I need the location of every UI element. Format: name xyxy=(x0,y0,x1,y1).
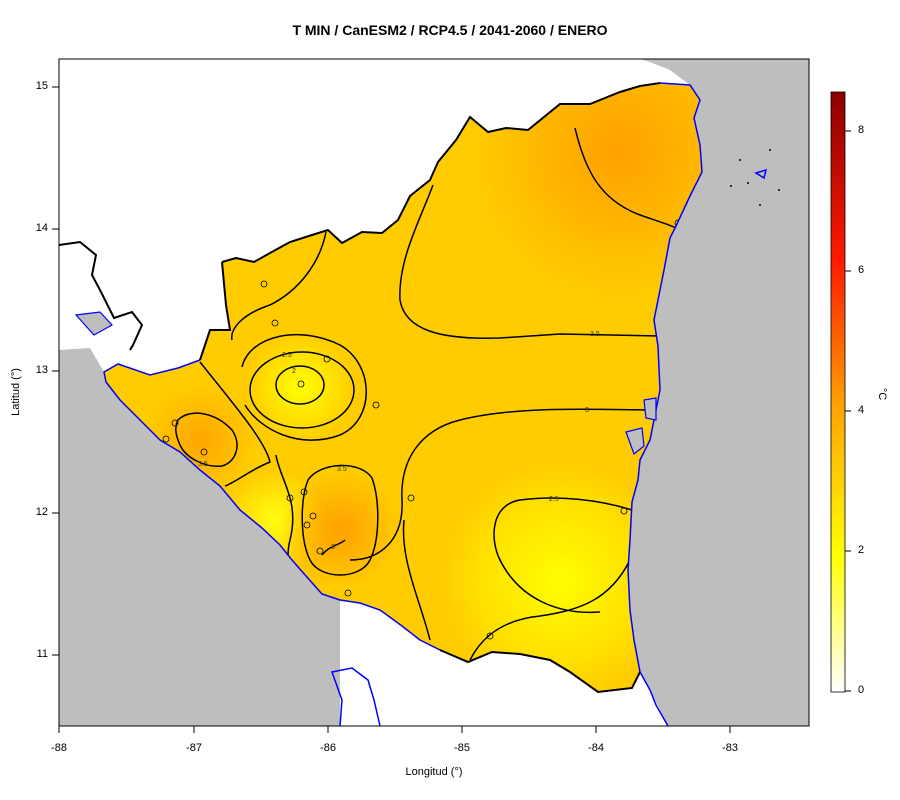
caribbean-coastline xyxy=(627,82,703,673)
contour-label: 3.5 xyxy=(198,461,208,468)
southern-caribbean-coast xyxy=(639,671,669,727)
colorbar-tick: 6 xyxy=(858,264,865,276)
y-tick: 14 xyxy=(35,222,48,234)
contour-line xyxy=(275,365,325,405)
contour-label: 3.5 xyxy=(590,331,600,338)
station-marker xyxy=(316,547,324,555)
y-axis-ticks xyxy=(52,86,59,656)
costa-rica-coast xyxy=(331,667,381,727)
pacific-coastline xyxy=(103,359,441,651)
contour-line xyxy=(175,412,238,467)
station-marker xyxy=(323,355,331,363)
y-tick: 11 xyxy=(36,648,48,660)
island xyxy=(754,168,768,180)
cays xyxy=(730,149,780,206)
station-marker xyxy=(344,589,352,597)
contour-label: 2 xyxy=(292,368,296,375)
x-tick: -86 xyxy=(320,742,336,754)
station-marker xyxy=(286,494,294,502)
colorbar-ticks xyxy=(845,130,851,692)
contour-line xyxy=(199,361,271,487)
station-marker xyxy=(271,319,279,327)
contour-line xyxy=(349,408,661,561)
x-tick: -88 xyxy=(51,742,67,754)
colorbar xyxy=(830,91,846,693)
contour-line xyxy=(249,351,355,429)
station-marker xyxy=(171,419,179,427)
x-axis-ticks xyxy=(58,726,731,733)
station-marker xyxy=(297,380,305,388)
colorbar-tick: 2 xyxy=(858,544,865,556)
station-marker xyxy=(309,512,317,520)
contour-line xyxy=(231,231,327,341)
x-tick: -85 xyxy=(454,742,470,754)
station-marker xyxy=(260,280,268,288)
plot-frame xyxy=(58,58,810,727)
station-marker xyxy=(407,494,415,502)
contour-label: 3 xyxy=(331,544,335,551)
colorbar-tick: 8 xyxy=(858,124,865,136)
contour-line xyxy=(321,539,346,556)
northern-border xyxy=(221,82,661,264)
y-tick: 12 xyxy=(35,506,48,518)
contour-line xyxy=(241,333,367,441)
x-tick: -84 xyxy=(588,742,604,754)
southern-border xyxy=(439,649,641,694)
station-marker xyxy=(486,632,494,640)
caribbean-sea xyxy=(628,59,809,726)
map-title: T MIN / CanESM2 / RCP4.5 / 2041-2060 / E… xyxy=(292,22,608,38)
colorbar-tick: 4 xyxy=(858,404,865,416)
gulf-of-fonseca xyxy=(74,311,113,336)
contour-line xyxy=(399,184,661,339)
pacific-ocean xyxy=(59,348,340,726)
station-marker xyxy=(200,448,208,456)
weather-stations xyxy=(162,219,682,640)
x-tick: -83 xyxy=(722,742,738,754)
contour-line xyxy=(402,519,431,641)
station-marker xyxy=(620,507,628,515)
western-border xyxy=(199,261,232,361)
station-marker xyxy=(303,521,311,529)
lagoon xyxy=(643,397,657,421)
station-marker xyxy=(372,401,380,409)
honduras-border xyxy=(58,240,144,351)
y-tick: 15 xyxy=(35,80,48,92)
station-marker xyxy=(300,488,308,496)
contour-label: 2.5 xyxy=(282,352,292,359)
station-marker xyxy=(162,435,170,443)
contour-line xyxy=(469,559,631,661)
y-tick: 13 xyxy=(35,364,48,376)
contour-label: 2.5 xyxy=(549,496,559,503)
contour-label: 3 xyxy=(585,407,589,414)
contour-line xyxy=(493,497,633,614)
contour-label: 3.5 xyxy=(337,466,347,473)
contour-line xyxy=(301,464,379,576)
contour-line xyxy=(574,127,677,229)
lagoon xyxy=(625,427,645,455)
colorbar-tick: 0 xyxy=(858,684,865,696)
x-tick: -87 xyxy=(186,742,202,754)
x-axis-label: Longitud (°) xyxy=(405,766,463,778)
